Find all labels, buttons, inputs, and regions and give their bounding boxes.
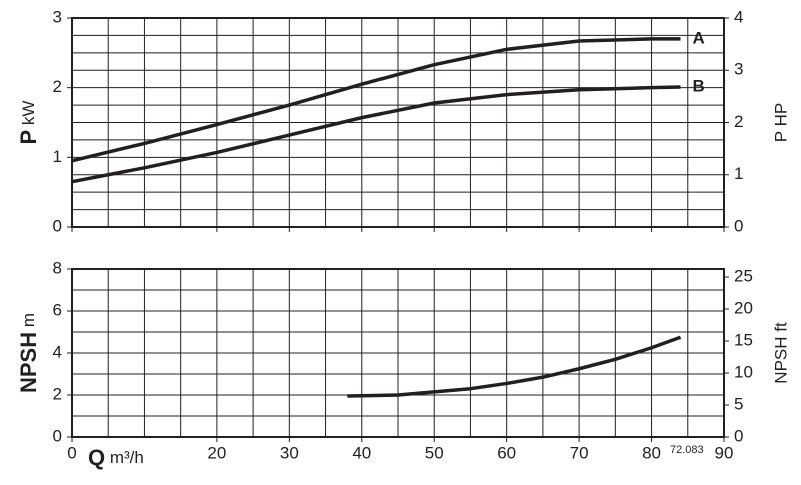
y2-axis-label: P HP (771, 103, 790, 142)
plot-frame (71, 17, 725, 228)
y-axis-label: P kW (16, 101, 41, 145)
y2-tick-label: 0 (734, 426, 743, 445)
y-tick-label: 0 (53, 216, 62, 235)
y2-tick-label: 5 (734, 394, 743, 413)
x-tick-label: 0 (67, 443, 76, 462)
x-label-symbol: Q (88, 445, 105, 470)
x-tick-label: 60 (497, 443, 516, 462)
y2-tick-label: 10 (734, 362, 753, 381)
x-label-unit: m³/h (110, 448, 144, 467)
y2-tick-label: 4 (734, 7, 743, 26)
x-tick-label: 70 (570, 443, 589, 462)
y-tick-label: 4 (53, 342, 62, 361)
y2-tick-label: 0 (734, 216, 743, 235)
x-tick-label: 30 (280, 443, 299, 462)
series-line (71, 37, 681, 163)
y2-tick-label: 15 (734, 330, 753, 349)
y-axis-label: NPSH m (16, 313, 41, 393)
series-line (71, 85, 681, 184)
y-tick-label: 8 (53, 258, 62, 277)
y-tick-label: 0 (53, 426, 62, 445)
y-tick-label: 1 (53, 147, 62, 166)
y-tick-label: 6 (53, 300, 62, 319)
series-label: A (693, 28, 705, 47)
x-tick-label: 90 (715, 443, 734, 462)
x-tick-label: 20 (207, 443, 226, 462)
y-label-unit: kW (19, 101, 38, 126)
y-tick-label: 2 (53, 77, 62, 96)
y-label-symbol: NPSH (16, 332, 41, 393)
series-line (347, 335, 682, 398)
annotation: 72.083 (670, 444, 704, 456)
y-label-symbol: P (16, 130, 41, 145)
plot-frame (71, 268, 725, 438)
y2-tick-label: 20 (734, 298, 753, 317)
x-tick-label: 80 (642, 443, 661, 462)
y2-tick-label: 3 (734, 60, 743, 79)
y2-axis-label: NPSH ft (771, 322, 790, 384)
x-tick-label: 50 (425, 443, 444, 462)
series-label: B (693, 76, 705, 95)
y2-tick-label: 1 (734, 164, 743, 183)
x-tick-label: 40 (352, 443, 371, 462)
x-axis-label: Q m³/h (88, 445, 144, 470)
y2-tick-label: 25 (734, 266, 753, 285)
y2-tick-label: 2 (734, 112, 743, 131)
y-label-unit: m (19, 313, 38, 327)
y-tick-label: 2 (53, 384, 62, 403)
y-tick-label: 3 (53, 7, 62, 26)
